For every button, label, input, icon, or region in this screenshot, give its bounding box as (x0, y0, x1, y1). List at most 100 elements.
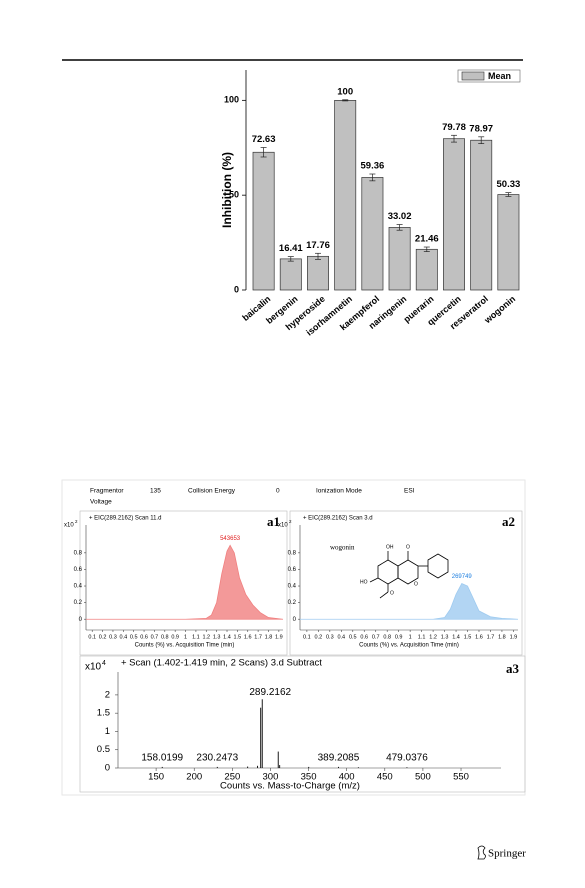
error-bar (423, 246, 430, 252)
bar (497, 194, 520, 291)
x-tick-label: 1.3 (441, 634, 449, 640)
x-tick-label: 0.3 (109, 634, 117, 640)
atom-label: OH (386, 544, 394, 550)
x-tick-label: 0.1 (88, 634, 96, 640)
x-axis-label: Counts (%) vs. Acquisition Time (min) (135, 643, 235, 649)
y-tick-label: 0 (79, 617, 83, 623)
value-label: 59.36 (361, 161, 385, 172)
panel-title: + EIC(289.2162) Scan 3.d (303, 516, 373, 522)
x-tick-label: 0.4 (119, 634, 127, 640)
x-tick-label: 300 (263, 772, 279, 783)
value-label: 72.63 (252, 134, 276, 145)
panel-frame (289, 510, 523, 656)
error-bar (369, 173, 376, 182)
compound-name: wogonin (330, 544, 355, 552)
bar (443, 138, 465, 291)
bar (388, 227, 411, 291)
x-tick-label: 1.4 (452, 634, 460, 640)
x-tick-label: 0.7 (151, 634, 159, 640)
value-label: 79.78 (442, 122, 466, 133)
x-tick-label: 400 (339, 772, 355, 783)
value-label: 50.33 (497, 179, 521, 190)
x-tick-label: 1.7 (254, 634, 262, 640)
bar (361, 177, 384, 291)
x-tick-label: 1.6 (244, 634, 252, 640)
acq-value: ESI (404, 488, 415, 495)
molecule-structure (369, 551, 449, 599)
x-tick-label: 0.6 (140, 634, 148, 640)
bar (307, 255, 329, 291)
x-tick-label: 0.7 (372, 634, 380, 640)
y-tick-label: 0 (234, 284, 239, 294)
peak-label: 389.2085 (318, 753, 360, 764)
panel-title: + EIC(289.2162) Scan 11.d (89, 516, 161, 522)
error-bar (396, 224, 403, 231)
panel-title: + Scan (1.402-1.419 min, 2 Scans) 3.d Su… (121, 658, 322, 669)
x-tick-label: 450 (377, 772, 393, 783)
peak-area (300, 583, 519, 620)
y-tick-label: 0 (105, 763, 110, 774)
legend-label: Mean (488, 71, 511, 81)
x-tick-label: 0.4 (337, 634, 345, 640)
panel-label: a1 (267, 514, 280, 529)
value-label: 100 (337, 86, 353, 97)
atom-label: O (414, 581, 418, 587)
value-label: 21.46 (415, 234, 439, 245)
y-tick-label: 1.5 (97, 708, 110, 719)
x-tick-label: 1.9 (510, 634, 518, 640)
y-tick-label: 0 (293, 617, 297, 623)
x-tick-label: 1 (184, 634, 187, 640)
y-multiplier: x10 (64, 523, 74, 529)
y-tick-label: 0.5 (97, 744, 110, 755)
x-tick-label: 0.3 (326, 634, 334, 640)
panel-label: a3 (506, 661, 520, 676)
x-tick-label: 0.9 (395, 634, 403, 640)
x-tick-label: 0.8 (383, 634, 391, 640)
y-exponent: 2 (289, 519, 292, 524)
x-axis-label: Counts (%) vs. Acquisition Time (min) (359, 643, 459, 649)
figure-frame (61, 479, 526, 796)
x-tick-label: 200 (186, 772, 202, 783)
x-tick-label: 550 (453, 772, 469, 783)
publisher-logo (477, 845, 486, 860)
legend-swatch (461, 71, 485, 81)
x-tick-label: 500 (415, 772, 431, 783)
x-tick-label: 1.8 (265, 634, 273, 640)
value-label: 17.76 (306, 240, 330, 251)
x-tick-label: 1.2 (202, 634, 210, 640)
y-tick-label: 100 (224, 95, 239, 105)
peak-area (86, 544, 284, 620)
x-tick-label: 1.5 (464, 634, 472, 640)
x-tick-label: 1.5 (234, 634, 242, 640)
y-tick-label: 0.8 (288, 550, 297, 556)
x-tick-label: 1.1 (418, 634, 426, 640)
acq-value: 0 (276, 488, 280, 495)
x-tick-label: 0.9 (171, 634, 179, 640)
bar (252, 151, 275, 291)
atom-label: HO (360, 579, 368, 585)
y-tick-label: 50 (229, 190, 239, 200)
x-tick-label: 0.5 (130, 634, 138, 640)
error-bar (478, 136, 485, 144)
x-tick-label: 150 (148, 772, 164, 783)
error-bar (260, 147, 267, 158)
y-tick-label: 0.2 (74, 600, 83, 606)
y-exponent: 4 (102, 660, 106, 667)
acq-label: Fragmentor (90, 488, 124, 495)
acq-label: Voltage (90, 499, 112, 506)
atom-label: O (406, 544, 410, 550)
y-tick-label: 0.2 (288, 600, 297, 606)
y-tick-label: 0.4 (288, 584, 297, 590)
x-tick-label: 1.6 (475, 634, 483, 640)
y-exponent: 2 (75, 519, 78, 524)
y-tick-label: 0.6 (288, 567, 297, 573)
panel-frame (79, 655, 526, 793)
y-multiplier: x10 (278, 523, 288, 529)
peak-label: 230.2473 (196, 753, 238, 764)
y-tick-label: 0.4 (74, 584, 83, 590)
panel-frame (79, 510, 288, 656)
bar (470, 139, 493, 291)
y-tick-label: 0.6 (74, 567, 83, 573)
